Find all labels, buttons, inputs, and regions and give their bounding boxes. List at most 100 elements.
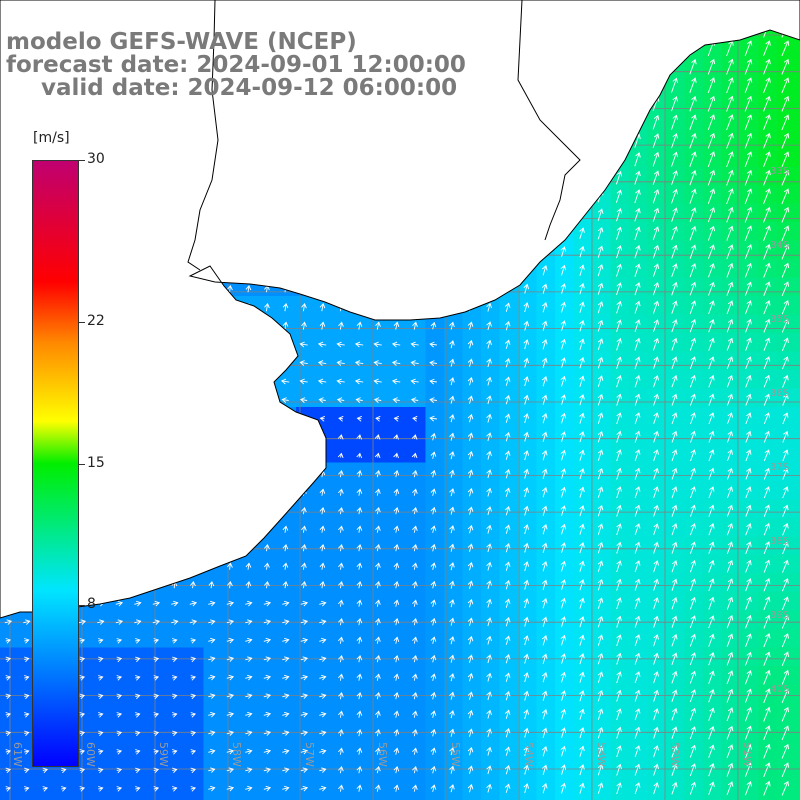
wind-cell xyxy=(518,777,538,797)
wind-cell xyxy=(536,610,556,630)
wind-cell xyxy=(0,703,20,723)
wind-arrow xyxy=(523,598,530,609)
wind-cell xyxy=(777,55,797,75)
wind-arrow xyxy=(689,170,697,186)
wind-cell xyxy=(148,721,168,741)
wind-arrow xyxy=(226,619,235,625)
wind-cell xyxy=(555,277,575,297)
wind-arrow xyxy=(634,449,641,462)
wind-arrow xyxy=(226,730,235,736)
wind-arrow xyxy=(726,504,734,517)
wind-arrow xyxy=(467,321,474,330)
wind-cell xyxy=(629,407,649,427)
wind-arrow xyxy=(391,360,401,366)
wind-arrow xyxy=(542,634,548,646)
wind-arrow xyxy=(4,619,13,625)
wind-arrow xyxy=(560,653,567,665)
wind-cell xyxy=(277,555,297,575)
wind-arrow xyxy=(634,689,641,702)
wind-cell xyxy=(18,795,38,800)
wind-arrow xyxy=(153,675,160,681)
wind-arrow xyxy=(282,656,290,662)
wind-cell xyxy=(573,296,593,316)
wind-cell xyxy=(129,777,149,797)
wind-arrow xyxy=(523,431,530,442)
wind-cell xyxy=(407,388,427,408)
wind-cell xyxy=(129,666,149,686)
wind-cell xyxy=(795,740,800,760)
wind-cell xyxy=(610,758,630,778)
wind-arrow xyxy=(579,671,585,683)
wind-arrow xyxy=(116,656,123,663)
wind-arrow xyxy=(763,725,771,741)
wind-cell xyxy=(92,721,112,741)
wind-arrow xyxy=(653,689,659,702)
wind-arrow xyxy=(763,132,771,149)
wind-cell xyxy=(666,647,686,667)
wind-cell xyxy=(277,777,297,797)
wind-arrow xyxy=(671,263,678,278)
wind-arrow xyxy=(245,674,253,681)
wind-cell xyxy=(388,351,408,371)
wind-cell xyxy=(721,166,741,186)
wind-arrow xyxy=(781,762,790,778)
wind-cell xyxy=(518,518,538,538)
wind-arrow xyxy=(412,488,418,496)
wind-arrow xyxy=(449,432,455,441)
wind-arrow xyxy=(486,580,492,590)
wind-arrow xyxy=(745,596,752,610)
wind-arrow xyxy=(356,543,363,552)
wind-arrow xyxy=(597,245,604,258)
wind-arrow xyxy=(135,675,141,681)
wind-arrow xyxy=(560,468,567,480)
wind-arrow xyxy=(449,599,455,608)
wind-cell xyxy=(629,573,649,593)
wind-cell xyxy=(296,703,316,723)
wind-cell xyxy=(240,555,260,575)
wind-cell xyxy=(536,314,556,334)
wind-cell xyxy=(592,314,612,334)
wind-cell xyxy=(573,777,593,797)
wind-cell xyxy=(758,610,778,630)
wind-arrow xyxy=(412,506,418,515)
wind-arrow xyxy=(190,693,197,700)
wind-arrow xyxy=(542,264,548,276)
wind-cell xyxy=(647,777,667,797)
wind-cell xyxy=(703,795,723,800)
wind-cell xyxy=(240,573,260,593)
wind-arrow xyxy=(300,619,309,625)
wind-cell xyxy=(111,610,131,630)
wind-cell xyxy=(647,203,667,223)
wind-arrow xyxy=(579,264,585,276)
forecast-date: forecast date: 2024-09-01 12:00:00 xyxy=(6,52,466,78)
wind-cell xyxy=(647,351,667,371)
wind-arrow xyxy=(671,486,678,499)
wind-arrow xyxy=(245,693,253,699)
wind-cell xyxy=(555,351,575,371)
wind-cell xyxy=(314,721,334,741)
wind-arrow xyxy=(653,375,659,388)
wind-cell xyxy=(703,259,723,279)
wind-arrow xyxy=(579,505,585,517)
wind-cell xyxy=(758,777,778,797)
wind-arrow xyxy=(781,206,790,223)
wind-arrow xyxy=(690,467,696,480)
longitude-label: 53W xyxy=(595,742,608,767)
wind-arrow xyxy=(264,543,270,552)
wind-cell xyxy=(758,758,778,778)
wind-arrow xyxy=(190,767,197,774)
wind-arrow xyxy=(504,746,511,756)
wind-cell xyxy=(795,111,800,131)
wind-arrow xyxy=(671,151,678,167)
wind-arrow xyxy=(616,745,622,758)
wind-cell xyxy=(518,407,538,427)
wind-cell xyxy=(536,795,556,800)
wind-cell xyxy=(740,481,760,501)
wind-arrow xyxy=(449,784,455,793)
wind-cell xyxy=(610,407,630,427)
wind-cell xyxy=(721,111,741,131)
wind-cell xyxy=(259,740,279,760)
wind-cell xyxy=(222,721,242,741)
wind-arrow xyxy=(542,375,548,387)
wind-arrow xyxy=(375,469,381,478)
